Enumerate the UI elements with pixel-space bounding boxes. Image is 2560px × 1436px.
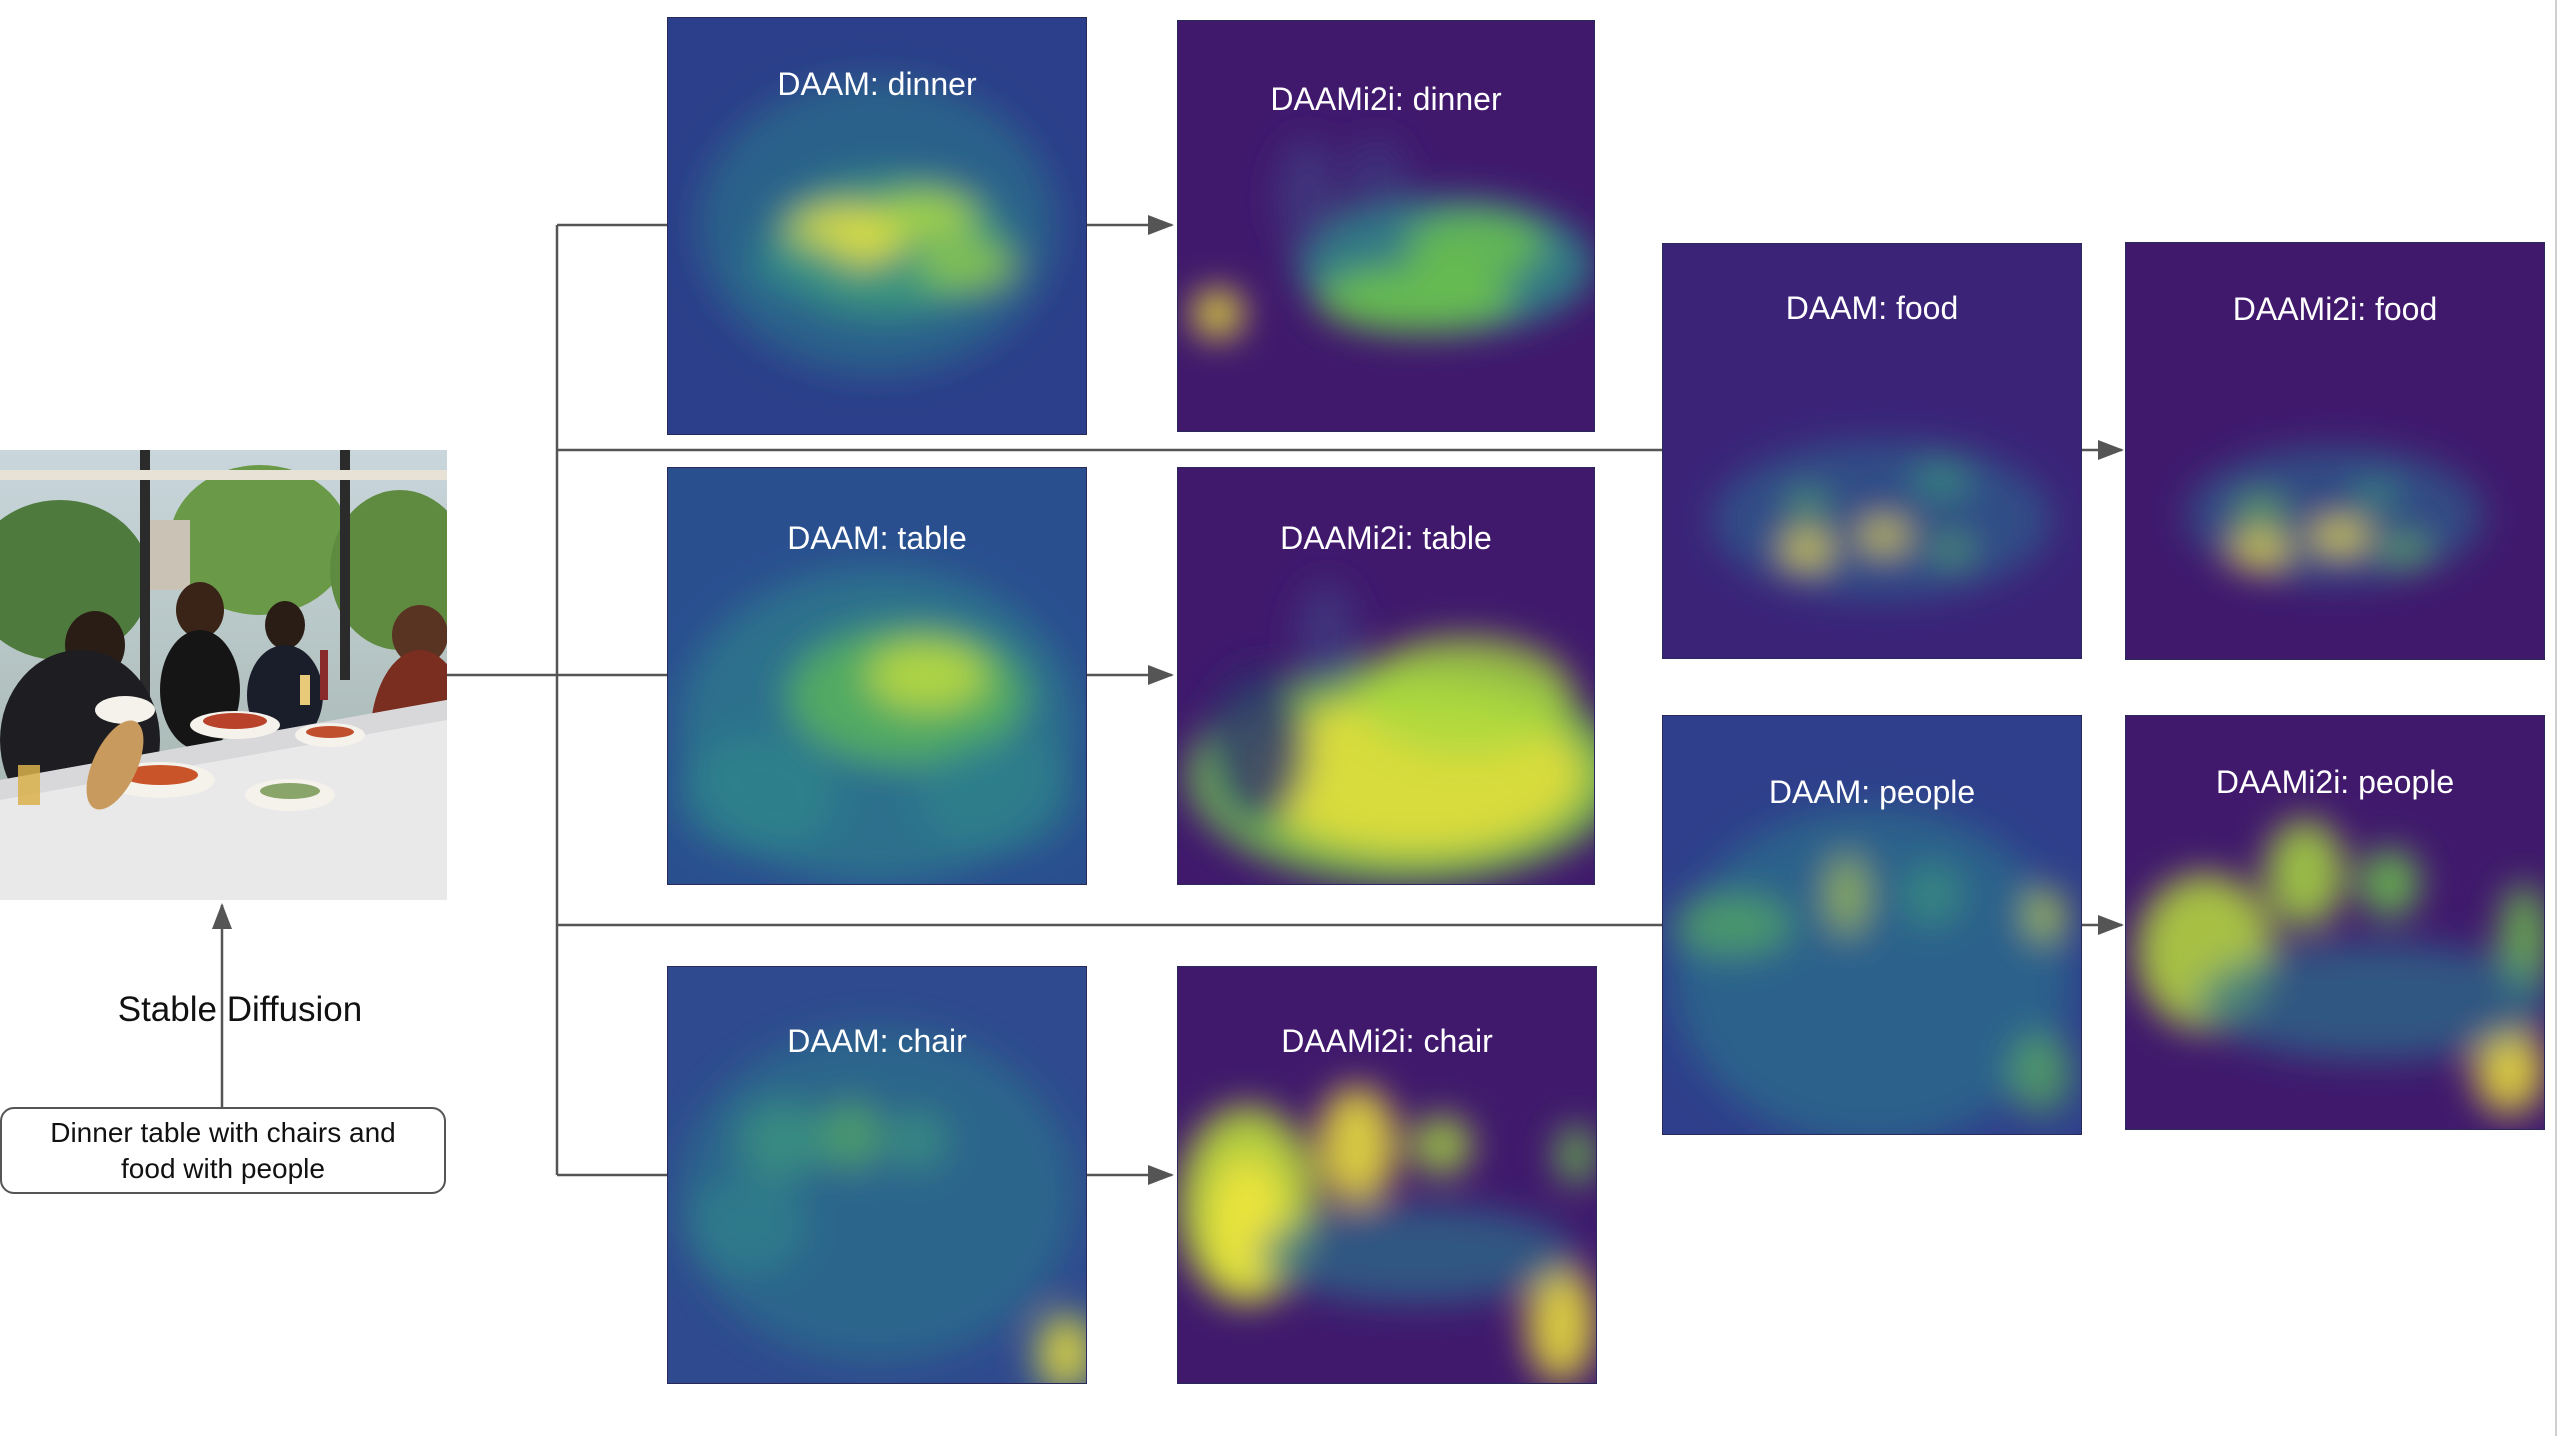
panel-title: DAAMi2i: dinner [1270, 81, 1502, 117]
panel-title: DAAM: chair [787, 1023, 967, 1059]
panel-daam-dinner: DAAM: dinner [667, 17, 1087, 435]
panel-daami2i-people: DAAMi2i: people [2125, 715, 2545, 1130]
panel-daami2i-food: DAAMi2i: food [2125, 242, 2545, 660]
panel-daam-food: DAAM: food [1662, 243, 2082, 659]
panel-daami2i-chair: DAAMi2i: chair [1177, 966, 1597, 1384]
panel-daam-table: DAAM: table [667, 467, 1087, 885]
prompt-box: Dinner table with chairs and food with p… [0, 1107, 446, 1194]
panel-title: DAAMi2i: people [2215, 764, 2455, 800]
panel-daami2i-table: DAAMi2i: table [1177, 467, 1595, 885]
panel-title: DAAM: table [787, 520, 967, 556]
panel-title: DAAM: people [1768, 774, 1976, 810]
panel-daam-people: DAAM: people [1662, 715, 2082, 1135]
panel-daami2i-dinner: DAAMi2i: dinner [1177, 20, 1595, 432]
panel-title: DAAM: dinner [777, 66, 977, 102]
page-edge-divider [2555, 0, 2557, 1436]
generated-image [0, 450, 447, 900]
panel-title: DAAMi2i: table [1280, 520, 1492, 556]
stable-diffusion-label: Stable Diffusion [117, 990, 363, 1029]
panel-title: DAAMi2i: chair [1281, 1023, 1493, 1059]
panel-title: DAAM: food [1785, 290, 1959, 326]
panel-daam-chair: DAAM: chair [667, 966, 1087, 1384]
prompt-text: Dinner table with chairs and food with p… [50, 1116, 396, 1184]
panel-title: DAAMi2i: food [2232, 291, 2438, 327]
